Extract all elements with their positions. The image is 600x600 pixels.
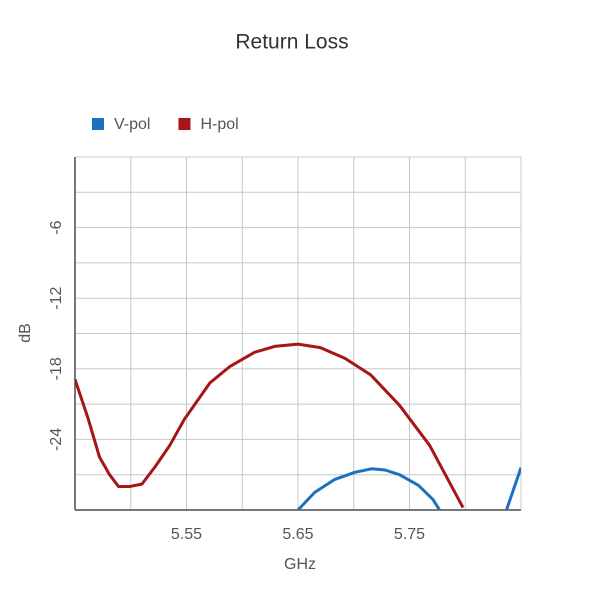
x-tick-label: 5.65 bbox=[282, 526, 313, 543]
series bbox=[296, 467, 521, 510]
x-tick-label: 5.55 bbox=[171, 526, 202, 543]
legend-swatch bbox=[178, 118, 191, 130]
y-axis-label: dB bbox=[17, 323, 34, 343]
data-line bbox=[75, 342, 465, 509]
legend-swatch bbox=[92, 118, 104, 130]
y-tick-label: -6 bbox=[48, 220, 65, 234]
x-tick-label: 5.75 bbox=[394, 526, 425, 543]
chart-title: Return Loss bbox=[235, 31, 348, 54]
data-line bbox=[296, 467, 521, 510]
y-tick-label: -24 bbox=[48, 428, 65, 451]
x-axis-label: GHz bbox=[284, 556, 316, 573]
series bbox=[75, 342, 465, 509]
y-tick-label: -18 bbox=[48, 357, 65, 380]
y-tick-label: -12 bbox=[48, 287, 65, 310]
legend-label: H-pol bbox=[200, 116, 238, 133]
legend-label: V-pol bbox=[114, 116, 150, 133]
